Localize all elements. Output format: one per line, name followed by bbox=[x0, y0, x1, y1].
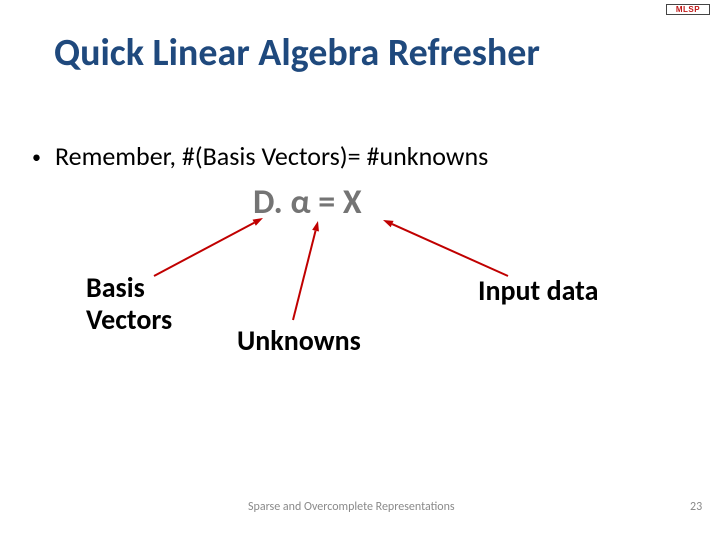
slide: MLSP Quick Linear Algebra Refresher • Re… bbox=[0, 0, 720, 540]
page-number: 23 bbox=[690, 500, 702, 514]
arrows-layer bbox=[0, 0, 720, 540]
footer-caption: Sparse and Overcomplete Representations bbox=[248, 500, 455, 514]
